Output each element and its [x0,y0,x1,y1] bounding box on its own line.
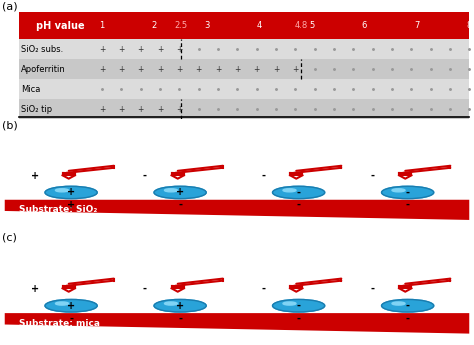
Text: +: + [118,45,125,54]
Text: 2.5: 2.5 [174,21,187,30]
Text: +: + [254,65,260,74]
Circle shape [45,299,97,312]
Text: -: - [143,171,146,181]
Text: +: + [118,65,125,74]
Text: -: - [370,171,374,181]
Circle shape [283,189,296,192]
Text: +: + [118,105,125,114]
Text: +: + [99,105,105,114]
Text: +: + [234,65,240,74]
Text: +: + [31,171,40,181]
Text: -: - [406,301,410,311]
Text: +: + [31,284,40,294]
Text: +: + [176,187,184,197]
Circle shape [45,186,97,199]
Text: -: - [297,187,301,197]
Text: +: + [215,65,221,74]
Text: -: - [178,200,182,210]
Text: (c): (c) [2,232,17,242]
Circle shape [392,189,405,192]
Text: 3: 3 [204,21,210,30]
Text: -: - [406,200,410,210]
Text: (a): (a) [2,1,18,11]
Circle shape [283,302,296,305]
Text: 8: 8 [466,21,472,30]
Text: -: - [69,313,73,323]
Text: -: - [297,313,301,323]
Text: +: + [195,65,202,74]
Circle shape [154,299,206,312]
Text: 4: 4 [257,21,262,30]
Circle shape [55,302,69,305]
Text: (b): (b) [2,120,18,130]
Text: +: + [99,65,105,74]
Circle shape [392,302,405,305]
FancyBboxPatch shape [19,12,469,39]
Polygon shape [5,313,469,334]
Text: Substrate: SiO₂: Substrate: SiO₂ [19,205,97,214]
Text: -: - [406,313,410,323]
Text: -: - [297,200,301,210]
Text: -: - [297,301,301,311]
Text: +: + [176,301,184,311]
Text: 1: 1 [99,21,105,30]
Text: +: + [137,105,144,114]
Text: +: + [176,45,182,54]
Text: +: + [67,200,75,210]
Text: -: - [370,284,374,294]
FancyBboxPatch shape [19,99,469,119]
Circle shape [382,186,434,199]
Text: +: + [176,65,182,74]
Text: +: + [137,65,144,74]
Text: +: + [292,65,299,74]
Text: SiO₂ tip: SiO₂ tip [21,105,53,114]
Text: +: + [99,45,105,54]
FancyBboxPatch shape [19,79,469,99]
Text: -: - [261,171,265,181]
Circle shape [164,302,178,305]
Text: +: + [157,45,163,54]
Text: Apoferritin: Apoferritin [21,65,66,74]
Text: +: + [157,105,163,114]
Circle shape [55,189,69,192]
Text: 7: 7 [414,21,419,30]
Text: -: - [261,284,265,294]
Circle shape [154,186,206,199]
Circle shape [382,299,434,312]
Circle shape [164,189,178,192]
Text: -: - [143,284,146,294]
Text: +: + [157,65,163,74]
Text: 5: 5 [309,21,314,30]
Text: 2: 2 [152,21,157,30]
FancyBboxPatch shape [19,59,469,79]
Text: +: + [273,65,279,74]
Text: +: + [137,45,144,54]
Text: 6: 6 [362,21,367,30]
Polygon shape [5,200,469,220]
Text: SiO₂ subs.: SiO₂ subs. [21,45,64,54]
Text: Mica: Mica [21,85,41,93]
Text: +: + [176,105,182,114]
Text: -: - [406,187,410,197]
Text: -: - [178,313,182,323]
Text: 4.8: 4.8 [295,21,308,30]
FancyBboxPatch shape [19,39,469,59]
Circle shape [273,299,325,312]
Text: Substrate: mica: Substrate: mica [19,319,100,328]
Text: +: + [67,301,75,311]
Text: +: + [67,187,75,197]
Text: pH value: pH value [36,21,85,31]
Circle shape [273,186,325,199]
